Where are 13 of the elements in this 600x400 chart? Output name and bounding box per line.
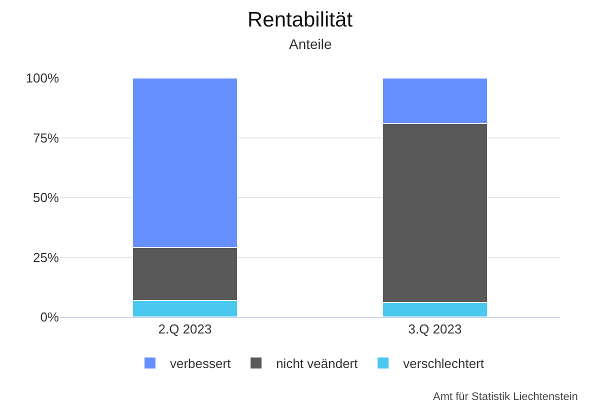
y-tick-label: 50% [32, 190, 60, 206]
legend-label: verschlechtert [403, 356, 484, 372]
text: Amt für Statistik Liechtenstein [433, 391, 578, 400]
x-tick-label: 3.Q 2023 [408, 322, 462, 337]
legend-label: nicht veändert [276, 356, 358, 372]
y-tick-label: 75% [32, 130, 60, 146]
y-tick-label: 0% [40, 310, 60, 325]
y-tick-label: 100% [26, 70, 60, 86]
chart-title: Rentabilität [247, 8, 353, 32]
x-tick-label: 2.Q 2023 [158, 322, 212, 337]
chart-subtitle: Anteile [289, 36, 332, 52]
legend-label: verbessert [170, 356, 232, 372]
y-tick-label: 25% [32, 250, 60, 265]
